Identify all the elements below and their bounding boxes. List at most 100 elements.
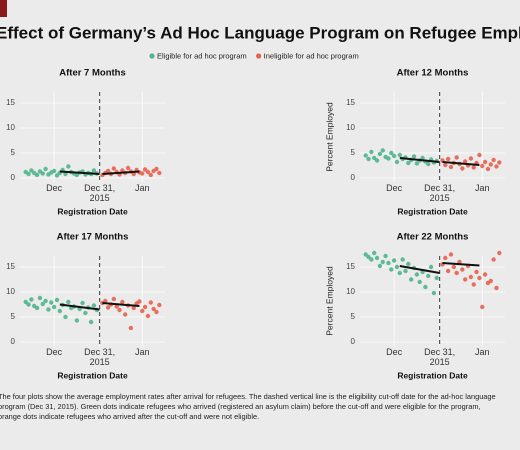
x-tick-label: Dec 31, 2015	[424, 347, 456, 367]
data-point	[83, 310, 88, 316]
data-point	[366, 254, 371, 260]
data-point	[377, 263, 383, 269]
fit-line	[59, 303, 100, 311]
data-point	[426, 273, 431, 279]
data-point	[148, 300, 153, 305]
data-point	[494, 164, 499, 169]
data-point	[383, 253, 388, 259]
x-tick-label: Jan	[474, 183, 490, 193]
data-point	[491, 157, 496, 163]
data-point	[369, 149, 374, 155]
data-point	[386, 156, 391, 161]
data-point	[157, 170, 162, 176]
data-point	[394, 159, 400, 165]
data-point	[369, 257, 374, 262]
data-point	[26, 171, 31, 177]
y-tick-label: 5	[11, 312, 16, 321]
data-point	[66, 164, 71, 169]
data-point	[391, 153, 397, 159]
data-point	[394, 264, 400, 270]
data-point	[374, 255, 380, 261]
y-tick-label: 10	[346, 287, 355, 296]
data-point	[51, 304, 57, 310]
data-point	[417, 279, 422, 285]
data-point	[462, 277, 468, 282]
caption-line: program (Dec 31, 2015). Green dots indic…	[0, 402, 481, 411]
data-point	[389, 267, 394, 272]
data-point	[497, 160, 502, 165]
y-tick-label: 0	[351, 337, 356, 346]
legend-label: Eligible for ad hoc program	[157, 51, 247, 60]
fit-line	[442, 161, 480, 166]
data-point	[105, 168, 111, 174]
data-point	[454, 155, 459, 160]
caption-line: orange dots indicate refugees who arrive…	[0, 412, 260, 421]
y-axis-title: Percent Employed	[324, 102, 334, 172]
legend-label: Ineligible for ad hoc program	[264, 51, 359, 60]
data-point	[43, 166, 48, 172]
data-point	[114, 304, 119, 309]
brand-block	[0, 0, 7, 17]
data-point	[154, 166, 159, 172]
data-point	[145, 169, 151, 175]
data-point	[397, 270, 403, 276]
data-point	[443, 255, 448, 261]
y-tick-label: 5	[351, 148, 356, 157]
data-point	[406, 160, 411, 166]
data-point	[140, 171, 145, 176]
x-axis-title: Registration Date	[57, 370, 128, 380]
data-point	[374, 158, 380, 163]
data-point	[491, 257, 496, 262]
data-point	[488, 162, 493, 167]
data-point	[380, 259, 385, 265]
y-tick-label: 10	[346, 123, 355, 132]
data-point	[43, 298, 48, 304]
data-point	[363, 252, 368, 257]
y-tick-label: 10	[6, 123, 15, 132]
data-point	[103, 298, 108, 304]
data-point	[120, 299, 125, 305]
y-tick-label: 0	[11, 337, 16, 346]
data-point	[460, 267, 465, 272]
data-point	[88, 319, 94, 325]
data-point	[426, 161, 431, 167]
data-point	[431, 290, 437, 296]
data-point	[157, 302, 162, 308]
data-point	[468, 156, 474, 161]
data-point	[443, 162, 448, 168]
x-axis-title: Registration Date	[57, 206, 128, 216]
fit-line	[442, 262, 480, 267]
data-point	[482, 159, 488, 165]
fit-line	[102, 302, 140, 307]
y-tick-label: 15	[6, 98, 15, 107]
data-point	[400, 257, 405, 262]
legend-marker	[149, 53, 155, 59]
data-point	[363, 153, 368, 158]
data-point	[131, 305, 136, 311]
data-point	[477, 152, 482, 158]
x-tick-label: Dec	[46, 347, 63, 357]
data-point	[142, 304, 148, 310]
x-tick-label: Jan	[134, 347, 150, 357]
data-point	[391, 258, 397, 263]
data-point	[480, 304, 485, 310]
data-point	[26, 302, 31, 307]
data-point	[497, 250, 502, 256]
data-point	[117, 307, 122, 313]
data-point	[480, 163, 485, 169]
y-tick-label: 10	[6, 287, 15, 296]
x-axis-title: Registration Date	[397, 206, 468, 216]
data-point	[74, 172, 80, 178]
y-axis-title: Percent Employed	[324, 266, 334, 336]
data-point	[462, 159, 468, 164]
fit-line	[59, 170, 100, 175]
data-point	[477, 275, 482, 281]
data-point	[485, 166, 491, 172]
data-point	[34, 305, 40, 311]
data-point	[54, 173, 60, 178]
data-point	[154, 309, 159, 315]
data-point	[128, 325, 134, 331]
x-tick-label: Dec	[386, 347, 403, 357]
data-point	[34, 172, 40, 178]
